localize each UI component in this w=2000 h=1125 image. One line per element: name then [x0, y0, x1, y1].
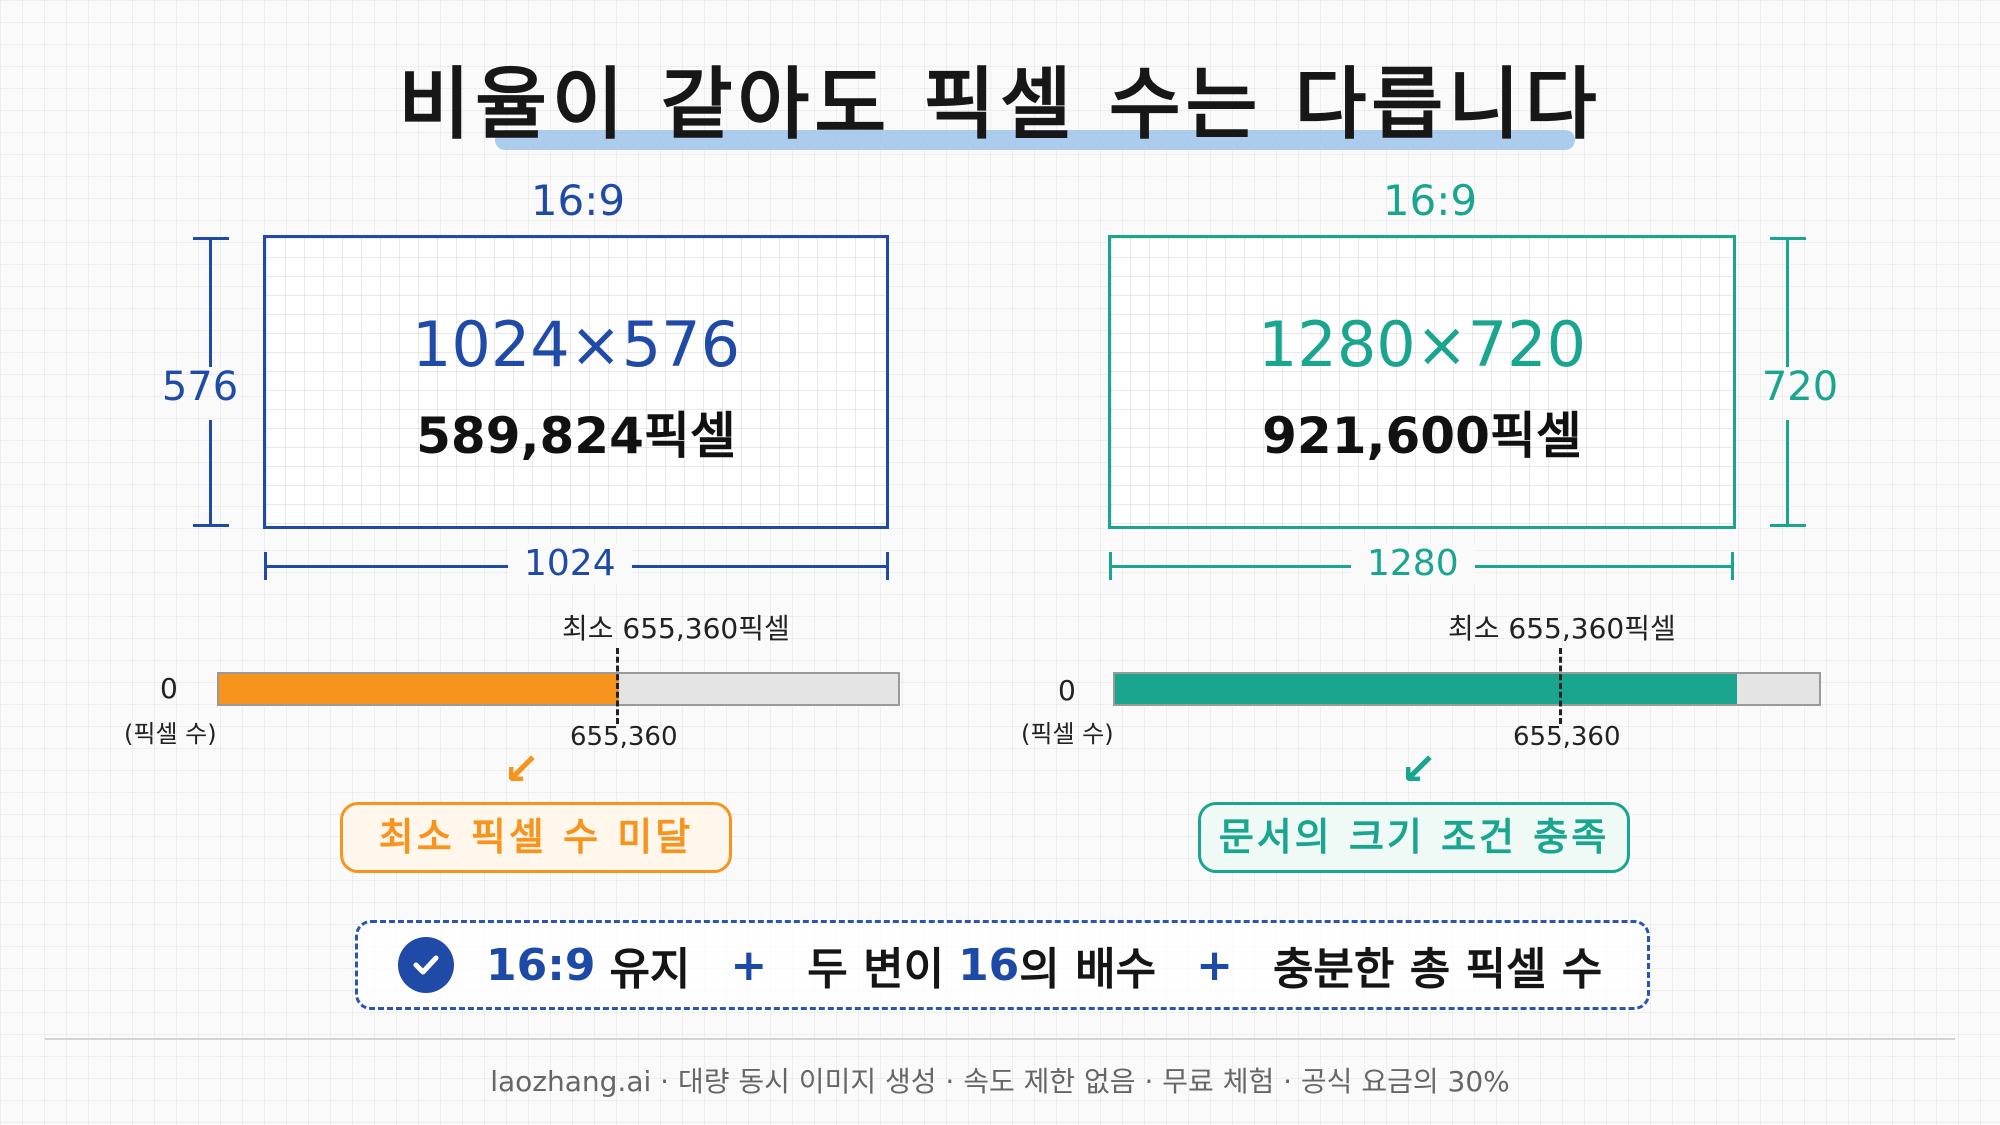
- footer-text: laozhang.ai · 대량 동시 이미지 생성 · 속도 제한 없음 · …: [490, 1065, 1510, 1098]
- right-min-label: 최소 655,360픽셀: [1448, 612, 1676, 645]
- right-height-cap-bottom: [1770, 524, 1806, 527]
- summary-total-pixels: 충분한 총 픽셀 수: [1272, 944, 1603, 995]
- summary-multiple-suffix: 의 배수: [1019, 944, 1157, 995]
- left-min-label: 최소 655,360픽셀: [562, 612, 790, 645]
- summary-sides: 두 변이: [807, 944, 945, 995]
- right-width-cap-right: [1731, 552, 1734, 580]
- right-bar-unit: (픽셀 수): [1021, 720, 1114, 748]
- left-height-line-top: [209, 237, 212, 367]
- right-height-line-bottom: [1786, 420, 1789, 526]
- right-height-label: 720: [1761, 364, 1839, 410]
- right-width-label: 1280: [1351, 543, 1475, 584]
- left-height-cap-bottom: [193, 524, 229, 527]
- summary-multiple: 16: [958, 939, 1020, 991]
- left-pixel-bar: [217, 672, 900, 706]
- right-threshold-marker: [1559, 648, 1562, 724]
- left-bar-zero: 0: [160, 672, 178, 705]
- title-underline-highlight: [495, 130, 1575, 150]
- left-width-label: 1024: [508, 543, 632, 584]
- right-pixel-count: 921,600픽셀: [1262, 407, 1582, 465]
- page-title: 비율이 같아도 픽셀 수는 다릅니다: [398, 60, 1602, 150]
- right-ratio-label: 16:9: [1382, 176, 1478, 225]
- right-bar-zero: 0: [1058, 674, 1076, 707]
- left-height-label: 576: [161, 364, 239, 410]
- right-bar-tick: 655,360: [1513, 722, 1621, 752]
- left-callout: 최소 픽셀 수 미달: [340, 802, 732, 873]
- right-pixel-bar: [1113, 672, 1821, 706]
- check-icon: [398, 937, 454, 993]
- right-arrow-icon: ↙: [1400, 744, 1437, 795]
- left-bar-unit: (픽셀 수): [124, 720, 217, 748]
- summary-keep: 유지: [609, 944, 691, 995]
- right-resolution: 1280×720: [1257, 308, 1587, 381]
- left-width-cap-right: [886, 552, 889, 580]
- left-resolution: 1024×576: [411, 308, 741, 381]
- summary-ratio: 16:9: [486, 939, 596, 991]
- summary-plus-1: +: [730, 939, 768, 991]
- summary-box: 16:9 유지 + 두 변이 16 의 배수 + 충분한 총 픽셀 수: [355, 920, 1650, 1010]
- left-resolution-box: 1024×576 589,824픽셀: [263, 235, 889, 529]
- summary-plus-2: +: [1196, 939, 1233, 991]
- footer-divider: [45, 1038, 1955, 1040]
- left-ratio-label: 16:9: [530, 176, 626, 225]
- left-arrow-icon: ↙: [503, 744, 540, 795]
- left-threshold-marker: [616, 648, 619, 724]
- right-height-line-top: [1786, 237, 1789, 367]
- right-pixel-bar-fill: [1115, 674, 1737, 704]
- right-callout: 문서의 크기 조건 충족: [1198, 802, 1630, 873]
- right-resolution-box: 1280×720 921,600픽셀: [1108, 235, 1736, 529]
- left-height-line-bottom: [209, 420, 212, 526]
- left-pixel-bar-fill: [219, 674, 619, 704]
- left-bar-tick: 655,360: [570, 722, 678, 752]
- left-pixel-count: 589,824픽셀: [416, 407, 736, 465]
